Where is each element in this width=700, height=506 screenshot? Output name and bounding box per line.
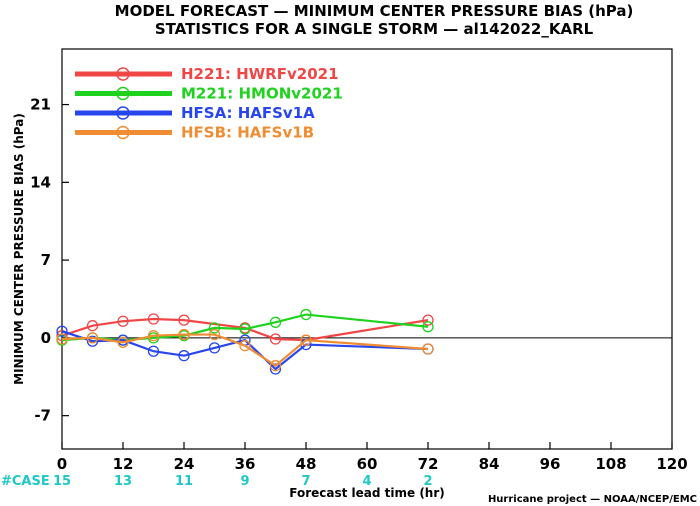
x-tick-label: 96	[540, 455, 561, 473]
legend-marker-4	[116, 125, 130, 140]
data-point	[56, 333, 68, 345]
data-point	[422, 321, 434, 333]
case-count-row: #CASE 15 13 11 9 7 4 2	[1, 474, 433, 489]
y-tick-label: -7	[34, 407, 51, 425]
x-axis-label: Forecast lead time (hr)	[289, 486, 445, 500]
x-tick-label: 12	[113, 455, 134, 473]
case-count: 13	[114, 474, 132, 489]
data-point	[147, 330, 160, 342]
case-count: 2	[423, 474, 432, 489]
data-point	[422, 314, 434, 326]
case-label: #CASE	[1, 474, 50, 489]
x-axis: 0 12 24 36 48 60 72 84 96 108 120	[57, 442, 688, 473]
data-point	[178, 350, 190, 362]
data-point	[86, 335, 99, 347]
x-tick-label: 72	[418, 455, 439, 473]
case-count: 9	[240, 474, 249, 489]
data-point	[86, 332, 99, 344]
data-point	[56, 330, 68, 342]
x-tick-label: 84	[479, 455, 500, 473]
y-axis-label: MINIMUM CENTER PRESSURE BIAS (hPa)	[12, 113, 26, 385]
x-tick-label: 24	[174, 455, 195, 473]
x-tick-label: 120	[656, 455, 687, 473]
x-tick-label: 108	[595, 455, 626, 473]
case-count: 4	[362, 474, 371, 489]
chart-title: MODEL FORECAST — MINIMUM CENTER PRESSURE…	[115, 2, 634, 20]
data-point	[178, 314, 190, 326]
data-point	[239, 323, 251, 335]
data-point	[422, 343, 434, 355]
data-point	[208, 328, 221, 341]
data-point	[56, 325, 68, 337]
x-tick-label: 60	[357, 455, 378, 473]
legend-label-2: M221: HMONv2021	[181, 85, 343, 103]
footer-credit: Hurricane project — NOAA/NCEP/EMC	[488, 494, 697, 505]
plot-frame	[61, 48, 673, 450]
data-point	[117, 336, 129, 348]
data-point	[269, 360, 282, 372]
case-count: 7	[301, 474, 310, 489]
legend-marker-3	[116, 106, 130, 120]
legend-label-4: HFSB: HAFSv1B	[181, 124, 314, 142]
y-tick-label: 0	[41, 329, 51, 347]
data-point	[147, 345, 160, 357]
case-count: 11	[175, 474, 193, 489]
data-point	[208, 322, 221, 334]
series-line-1	[61, 317, 429, 342]
chart-subtitle: STATISTICS FOR A SINGLE STORM — al142022…	[155, 20, 594, 38]
y-tick-label: 7	[41, 251, 51, 269]
y-tick-label: 21	[30, 96, 51, 114]
series-line-4	[61, 333, 429, 368]
data-point	[117, 315, 129, 327]
legend-marker-1	[116, 67, 130, 81]
data-point	[239, 340, 251, 352]
legend-label-1: H221: HWRFv2021	[181, 65, 339, 83]
x-tick-label: 0	[57, 455, 67, 473]
data-point	[208, 342, 221, 354]
data-point	[300, 308, 312, 321]
data-point	[269, 333, 282, 345]
y-tick-label: 14	[30, 173, 51, 191]
x-tick-label: 48	[296, 455, 317, 473]
case-count: 15	[53, 474, 71, 489]
data-point	[300, 334, 312, 346]
data-point	[86, 320, 99, 332]
data-point	[269, 316, 282, 328]
legend-label-3: HFSA: HAFSv1A	[181, 104, 315, 122]
data-point	[178, 328, 190, 341]
legend-marker-2	[116, 86, 130, 101]
series-layer	[56, 308, 434, 375]
y-axis: -7 0 7 14 21	[30, 96, 69, 425]
data-point	[147, 313, 160, 325]
x-tick-label: 36	[235, 455, 256, 473]
data-point	[269, 363, 282, 375]
